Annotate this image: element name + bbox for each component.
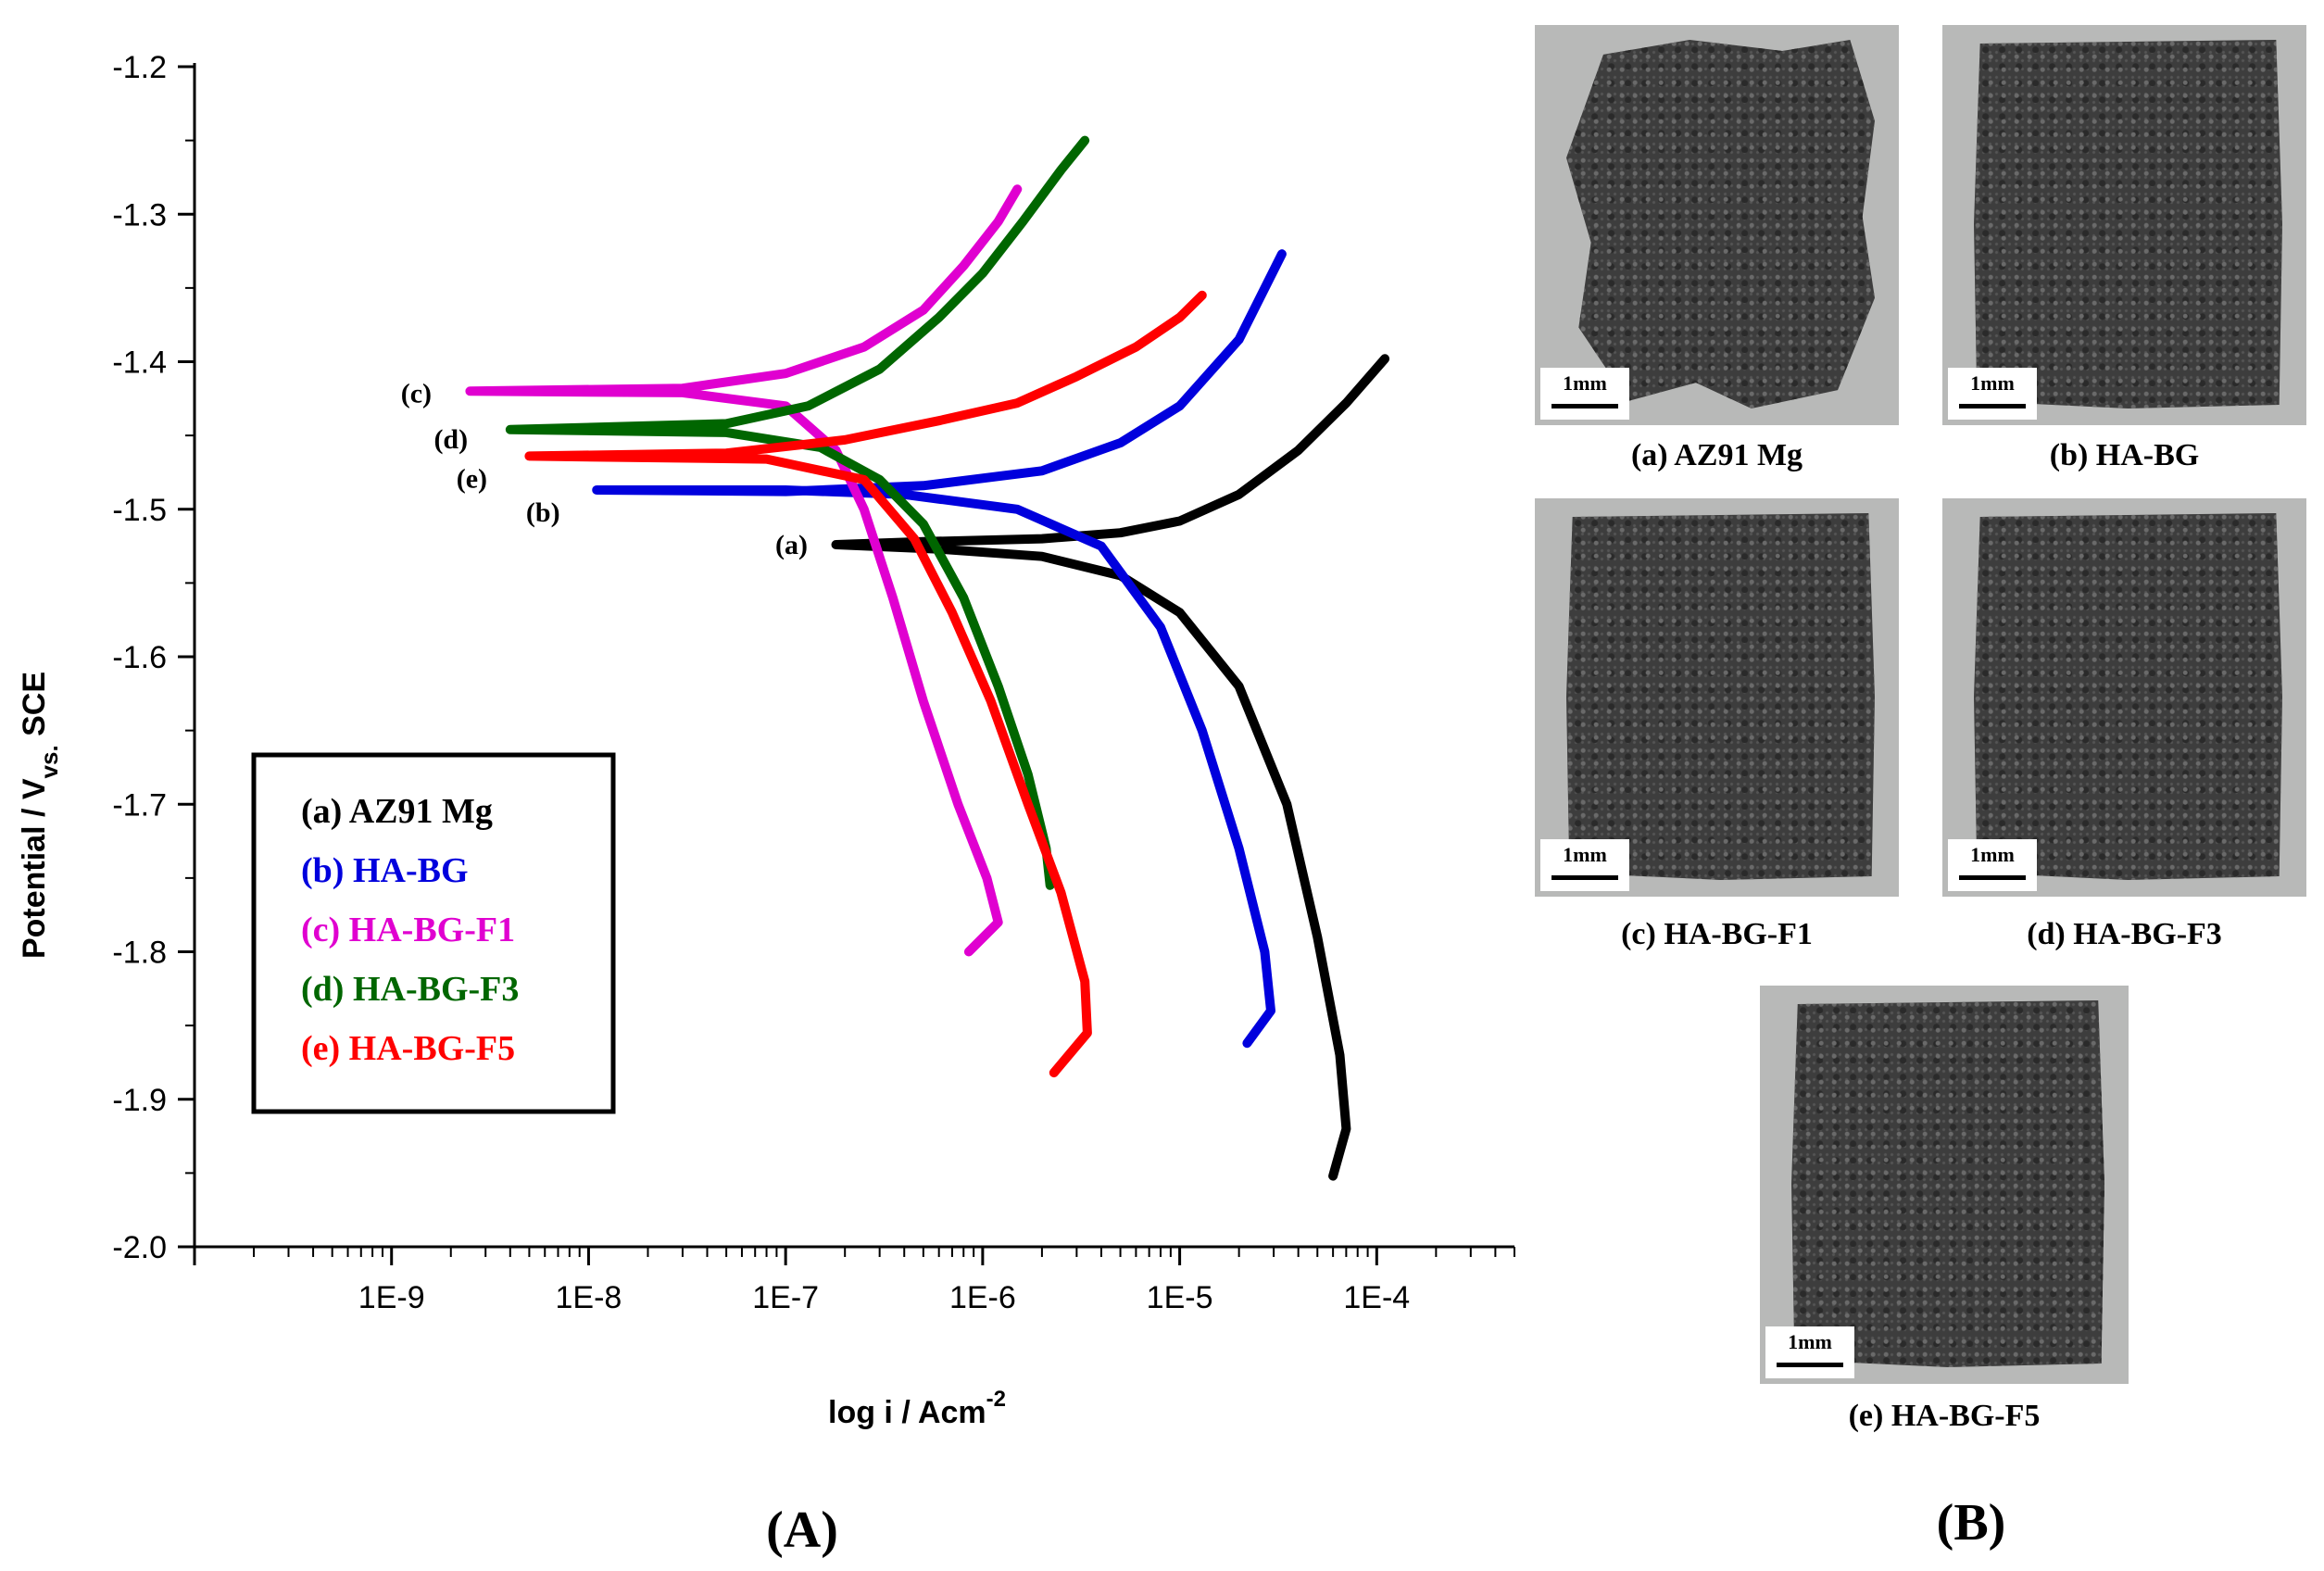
x-tick-label: 1E-5 bbox=[1147, 1280, 1213, 1315]
specimen-sample bbox=[1974, 513, 2282, 880]
series-line-d bbox=[505, 135, 1090, 890]
y-tick-label: -1.8 bbox=[112, 936, 167, 971]
scale-bar-label: 1mm bbox=[1563, 843, 1607, 866]
scale-bar-line bbox=[1959, 404, 2026, 408]
scale-bar-label: 1mm bbox=[1788, 1330, 1832, 1353]
photo-caption: (a) AZ91 Mg bbox=[1630, 438, 1803, 472]
scale-bar-label: 1mm bbox=[1970, 371, 2015, 395]
y-tick-label: -1.5 bbox=[112, 493, 167, 528]
legend-entry: (d) HA-BG-F3 bbox=[301, 970, 519, 1009]
scale-bar-label: 1mm bbox=[1563, 371, 1607, 395]
specimen-photo: 1mm bbox=[1760, 986, 2129, 1384]
legend-entry: (c) HA-BG-F1 bbox=[301, 911, 515, 949]
x-axis-title: log i / Acm-2 bbox=[828, 1387, 1006, 1430]
specimen-sample bbox=[1566, 40, 1875, 408]
scale-bar: 1mm bbox=[1948, 368, 2037, 420]
legend-entry: (b) HA-BG bbox=[301, 851, 469, 890]
series-line-a bbox=[831, 354, 1390, 1181]
scale-bar-label: 1mm bbox=[1970, 843, 2015, 866]
x-tick-label: 1E-8 bbox=[556, 1280, 622, 1315]
x-tick-label: 1E-4 bbox=[1343, 1280, 1410, 1315]
tick-labels: -1.2 -1.3 -1.4 -1.5 -1.6 -1.7 -1.8 -1.9 -2.0 1E-9… bbox=[112, 50, 1410, 1315]
series-line-b bbox=[592, 249, 1287, 1049]
legend-entry: (e) HA-BG-F5 bbox=[301, 1029, 515, 1068]
panel-label-b: (B) bbox=[1936, 1494, 2006, 1552]
scale-bar: 1mm bbox=[1540, 368, 1629, 420]
specimen-photo: 1mm bbox=[1942, 498, 2306, 897]
y-tick-label: -1.2 bbox=[112, 50, 167, 85]
curve-tag: (c) bbox=[401, 378, 432, 408]
polarization-chart: -1.2 -1.3 -1.4 -1.5 -1.6 -1.7 -1.8 -1.9 -2.0 1E-9… bbox=[17, 50, 1515, 1559]
specimen-sample bbox=[1974, 40, 2282, 408]
y-tick-label: -1.7 bbox=[112, 787, 167, 823]
x-tick-label: 1E-9 bbox=[358, 1280, 425, 1315]
series-line-c bbox=[465, 184, 1023, 957]
specimen-photo: 1mm bbox=[1942, 25, 2306, 425]
legend-entries: (a) AZ91 Mg (b) HA-BG (c) HA-BG-F1 (d) HA-B… bbox=[301, 792, 519, 1068]
photo-caption: (c) HA-BG-F1 bbox=[1621, 917, 1813, 951]
scale-bar: 1mm bbox=[1540, 839, 1629, 891]
scale-bar: 1mm bbox=[1765, 1326, 1854, 1378]
scale-bar-line bbox=[1551, 404, 1618, 408]
curve-tag: (e) bbox=[457, 463, 487, 494]
photo-caption: (b) HA-BG bbox=[2049, 438, 2200, 472]
y-tick-label: -1.4 bbox=[112, 346, 167, 381]
scale-bar-line bbox=[1551, 875, 1618, 880]
specimen-sample bbox=[1791, 1000, 2104, 1367]
y-tick-label: -2.0 bbox=[112, 1230, 167, 1265]
panel-label-a: (A) bbox=[766, 1502, 838, 1559]
y-tick-label: -1.6 bbox=[112, 640, 167, 675]
scale-bar: 1mm bbox=[1948, 839, 2037, 891]
y-axis-title: Potential / Vvs. SCE bbox=[17, 672, 63, 959]
curves bbox=[465, 135, 1390, 1181]
legend-box bbox=[251, 752, 616, 1114]
photo-caption: (e) HA-BG-F5 bbox=[1848, 1399, 2041, 1433]
photo-caption: (d) HA-BG-F3 bbox=[2027, 917, 2222, 951]
y-tick-label: -1.3 bbox=[112, 197, 167, 233]
specimen-photo: 1mm bbox=[1535, 25, 1899, 425]
curve-tag: (d) bbox=[433, 424, 468, 455]
axes bbox=[193, 63, 1514, 1249]
scale-bar-line bbox=[1777, 1363, 1843, 1367]
curve-tags: (a) (b) (c)(d) (e) bbox=[401, 378, 808, 560]
specimen-photo: 1mm bbox=[1535, 498, 1899, 897]
curve-tag: (a) bbox=[775, 530, 808, 560]
x-tick-label: 1E-7 bbox=[752, 1280, 819, 1315]
series-line-e bbox=[524, 290, 1207, 1078]
curve-tag: (b) bbox=[526, 497, 560, 528]
legend-entry: (a) AZ91 Mg bbox=[301, 792, 493, 831]
y-tick-label: -1.9 bbox=[112, 1083, 167, 1118]
specimen-sample bbox=[1566, 513, 1875, 880]
scale-bar-line bbox=[1959, 875, 2026, 880]
legend: (a) AZ91 Mg (b) HA-BG (c) HA-BG-F1 (d) HA-B… bbox=[251, 752, 616, 1114]
x-tick-label: 1E-6 bbox=[949, 1280, 1016, 1315]
tick-marks bbox=[178, 65, 1515, 1265]
